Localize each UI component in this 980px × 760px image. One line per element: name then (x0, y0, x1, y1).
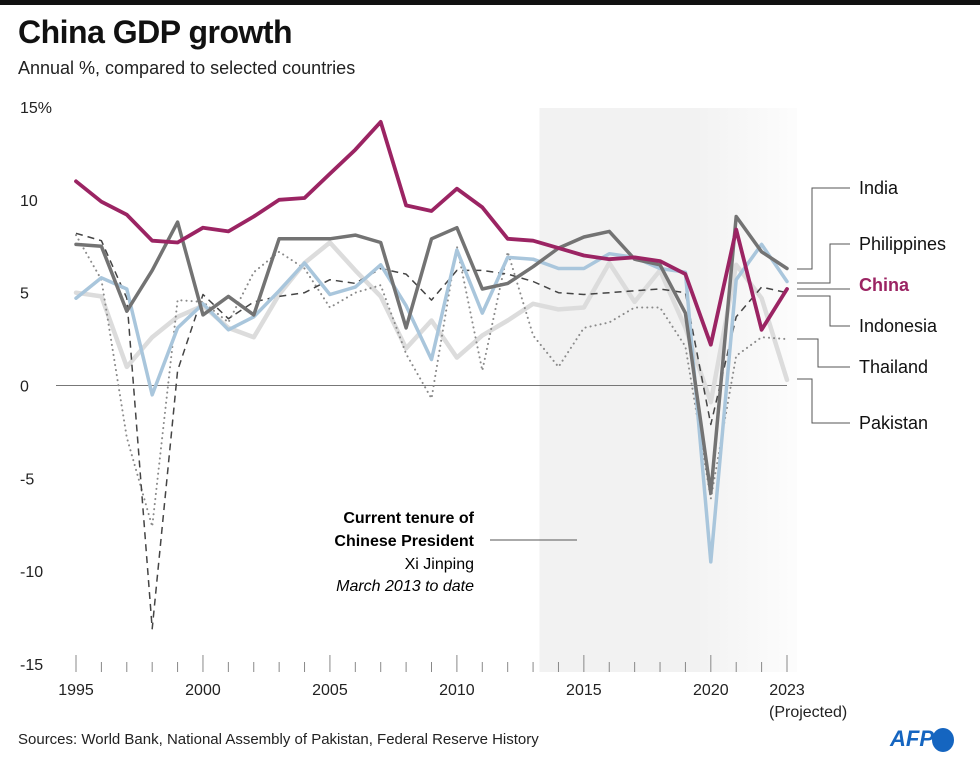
xi-tenure-shaded-region (539, 108, 797, 672)
top-rule (0, 0, 980, 5)
y-tick-label: 0 (20, 379, 29, 396)
logo-dot-icon (932, 728, 954, 753)
annotation-line3: Xi Jinping (405, 556, 474, 573)
legend-label-thailand: Thailand (859, 357, 928, 377)
x-tick-label: 2023 (769, 682, 805, 699)
y-tick-label: 15% (20, 100, 52, 117)
annotation-line2: Chinese President (334, 533, 474, 550)
x-tick-label: 2010 (439, 682, 475, 699)
y-tick-label: -5 (20, 471, 34, 488)
series-line-china (74, 120, 789, 347)
chart-title: China GDP growth (18, 14, 293, 50)
legend-leader-philippines (797, 243, 850, 284)
legend-label-philippines: Philippines (859, 234, 946, 254)
legend-leader-india (797, 187, 850, 270)
series-line-indonesia (75, 232, 788, 630)
legend-leader-pakistan (797, 378, 850, 424)
legend-label-india: India (859, 178, 899, 198)
x-tick-label: 2005 (312, 682, 348, 699)
y-tick-label: -10 (20, 564, 43, 581)
annotation-line1: Current tenure of (343, 510, 474, 527)
legend-label-china: China (859, 275, 910, 295)
logo-text: AFP (890, 726, 934, 751)
x-tick-label: 2015 (566, 682, 602, 699)
series-line-india (74, 214, 789, 495)
y-tick-label: 10 (20, 193, 38, 210)
x-projected-note: (Projected) (769, 704, 847, 721)
legend-leader-indonesia (797, 295, 850, 327)
chart-subtitle: Annual %, compared to selected countries (18, 58, 356, 78)
y-tick-label: -15 (20, 657, 43, 674)
x-tick-label: 2000 (185, 682, 221, 699)
x-tick-label: 2020 (693, 682, 729, 699)
source-note: Sources: World Bank, National Assembly o… (18, 731, 539, 748)
x-tick-label: 1995 (58, 682, 94, 699)
series-line-philippines (74, 242, 789, 564)
annotation-line4: March 2013 to date (336, 578, 474, 595)
legend-label-indonesia: Indonesia (859, 316, 938, 336)
legend-label-pakistan: Pakistan (859, 413, 928, 433)
legend-leader-thailand (797, 338, 850, 368)
afp-logo: AFP (890, 726, 954, 753)
y-tick-label: 5 (20, 286, 29, 303)
